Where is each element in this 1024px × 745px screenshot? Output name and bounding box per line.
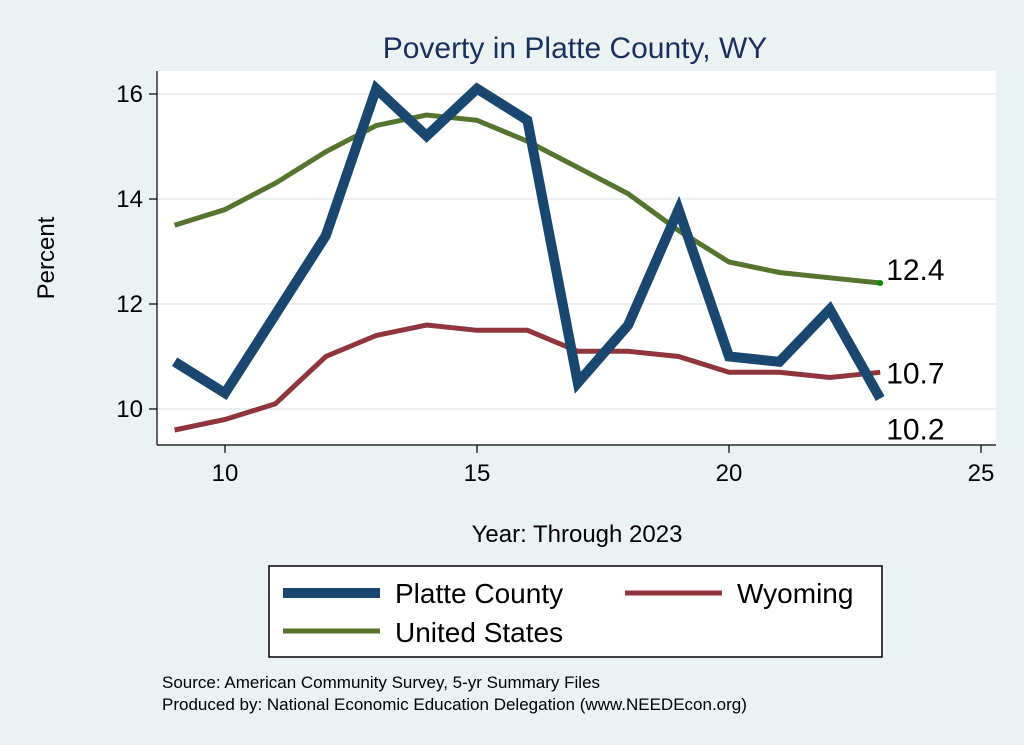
end-labels: 10.2 10.7 12.4	[886, 254, 944, 447]
x-tick-label-20: 20	[716, 460, 743, 487]
legend-label-united-states: United States	[395, 617, 563, 648]
y-tick-label-16: 16	[116, 81, 143, 108]
legend-box	[268, 565, 883, 658]
legend: Platte County Wyoming United States	[268, 565, 883, 658]
x-axis-title: Year: Through 2023	[472, 521, 683, 548]
chart-title: Poverty in Platte County, WY	[383, 32, 768, 65]
y-tick-label-12: 12	[116, 291, 143, 318]
y-tick-label-10: 10	[116, 396, 143, 423]
series-line-platte-county	[171, 79, 885, 401]
end-label-wyoming: 10.7	[886, 357, 944, 390]
grid-lines	[157, 93, 996, 410]
series-line-wyoming	[174, 322, 881, 433]
end-label-platte-county: 10.2	[886, 414, 944, 447]
endpoint-marker-united-states	[877, 280, 884, 286]
producer-note: Produced by: National Economic Education…	[162, 695, 747, 714]
source-note: Source: American Community Survey, 5-yr …	[162, 673, 600, 692]
x-tick-label-25: 25	[968, 460, 995, 487]
y-axis-title: Percent	[33, 216, 60, 299]
legend-label-platte-county: Platte County	[395, 578, 563, 609]
legend-label-wyoming: Wyoming	[737, 578, 853, 609]
series-lines	[171, 79, 885, 433]
x-tick-label-10: 10	[212, 460, 239, 487]
x-tick-label-15: 15	[464, 460, 491, 487]
y-tick-label-14: 14	[116, 186, 143, 213]
end-label-united-states: 12.4	[886, 254, 944, 287]
axes: 10 12 14 16 10 15 20 25	[116, 71, 996, 487]
